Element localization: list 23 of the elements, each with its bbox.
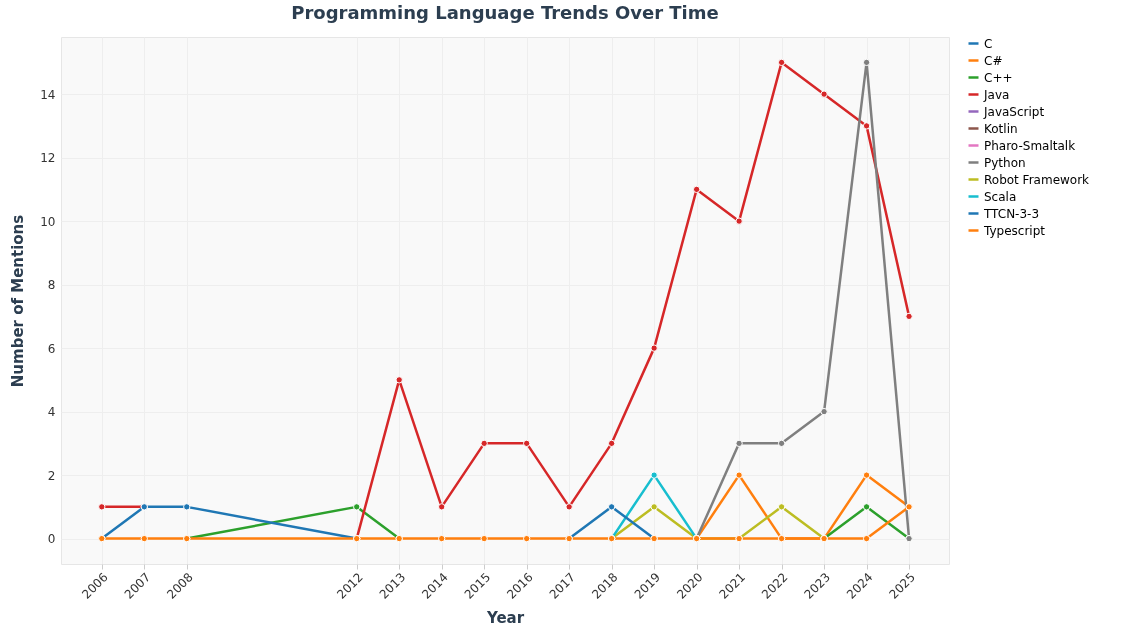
y-tick-label: 10 [40,214,56,229]
legend-label: Pharo-Smaltalk [984,138,1076,153]
legend-label: Java [983,87,1010,102]
legend-label: Kotlin [984,121,1018,136]
legend-label: Python [984,155,1026,170]
y-tick-label: 4 [47,405,56,420]
y-tick-label: 0 [47,532,56,547]
y-tick-label: 6 [47,341,56,356]
y-tick-label: 8 [47,278,56,293]
y-tick-label: 2 [47,468,56,483]
legend-label: C++ [984,70,1013,85]
legend-label: C# [984,53,1003,68]
x-axis-title: Year [485,608,525,627]
chart-title: Programming Language Trends Over Time [291,2,719,23]
legend-label: Robot Framework [984,172,1090,187]
y-tick-label: 12 [40,151,56,166]
legend-label: Scala [984,189,1017,204]
y-tick-label: 14 [40,87,56,102]
legend-label: Typescript [983,223,1046,238]
y-axis-title: Number of Mentions [9,214,28,388]
legend-label: TTCN-3-3 [983,206,1040,221]
legend-label: JavaScript [983,104,1045,119]
legend-label: C [984,36,993,51]
